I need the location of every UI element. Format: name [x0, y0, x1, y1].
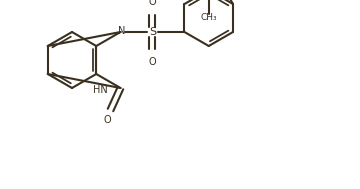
Text: HN: HN — [93, 85, 108, 95]
Text: O: O — [104, 115, 111, 125]
Text: CH₃: CH₃ — [201, 13, 217, 22]
Text: O: O — [149, 0, 156, 7]
Text: N: N — [118, 26, 125, 36]
Text: O: O — [149, 57, 156, 67]
Text: S: S — [149, 27, 156, 37]
